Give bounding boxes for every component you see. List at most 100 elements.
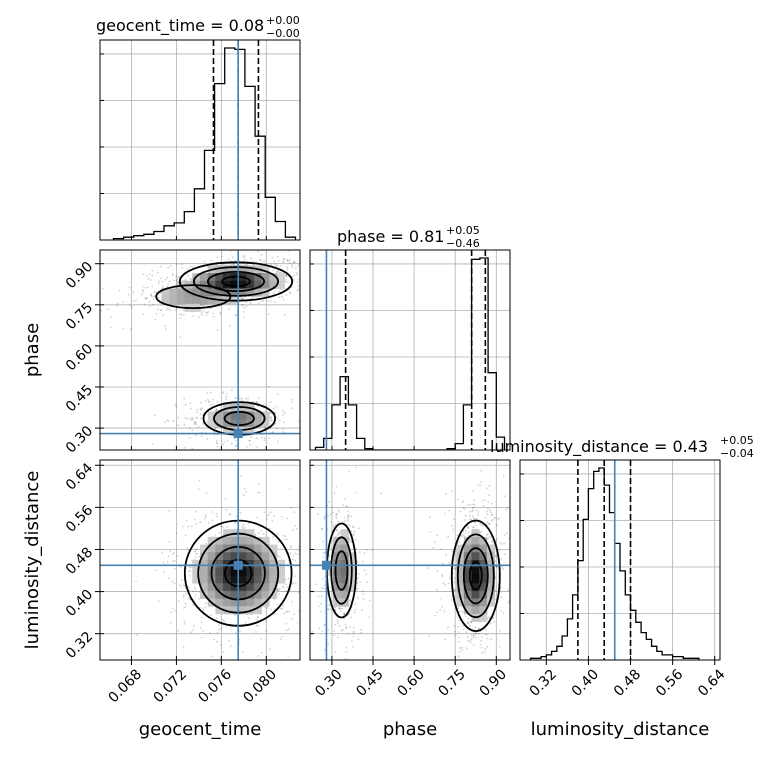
xtick-label-luminosity-distance-1: 0.40 — [569, 666, 602, 699]
sample-point — [317, 605, 320, 608]
sample-point — [355, 491, 358, 494]
sample-point — [225, 398, 227, 401]
sample-point — [285, 274, 288, 276]
sample-point — [473, 503, 476, 506]
sample-point — [205, 542, 208, 545]
sample-point — [297, 288, 300, 291]
sample-point — [228, 513, 231, 516]
sample-point — [356, 560, 359, 563]
sample-point — [486, 523, 489, 526]
density-cell — [230, 288, 239, 297]
sample-point — [320, 602, 322, 605]
sample-point — [262, 260, 264, 263]
sample-point — [242, 311, 245, 313]
sample-point — [467, 621, 470, 624]
density-cell — [238, 411, 247, 420]
sample-point — [146, 274, 149, 277]
sample-point — [198, 556, 201, 558]
density-cell — [253, 273, 262, 282]
sample-point — [122, 301, 125, 304]
density-cell — [223, 529, 232, 538]
sample-point — [263, 437, 266, 440]
sample-point — [189, 570, 192, 572]
sample-point — [334, 523, 337, 526]
sample-point — [296, 281, 299, 283]
sample-point — [245, 491, 247, 493]
panel-bg-hist-geocent-time — [100, 40, 300, 240]
sample-point — [480, 646, 483, 649]
sample-point — [162, 287, 164, 289]
sample-point — [255, 429, 257, 432]
sample-point — [271, 256, 274, 259]
sample-point — [256, 446, 258, 448]
sample-point — [100, 309, 103, 312]
sample-point — [335, 529, 338, 532]
density-cell — [486, 598, 495, 607]
sample-point — [321, 630, 324, 633]
sample-point — [286, 268, 289, 271]
sample-point — [206, 438, 209, 440]
sample-point — [477, 632, 480, 635]
sample-point — [282, 428, 284, 431]
sample-point — [194, 518, 197, 521]
sample-point — [273, 608, 276, 610]
sample-point — [278, 419, 281, 422]
sample-point — [195, 423, 198, 426]
sample-point — [335, 485, 338, 488]
density-cell — [215, 606, 224, 615]
sample-point — [180, 263, 183, 266]
sample-point — [291, 600, 294, 603]
density-cell — [261, 552, 270, 561]
sample-point — [195, 510, 198, 513]
sample-point — [447, 626, 449, 629]
sample-point — [463, 508, 466, 510]
sample-point — [189, 427, 191, 429]
sample-point — [338, 511, 341, 513]
sample-point — [180, 313, 183, 316]
sample-point — [175, 405, 178, 408]
density-cell — [246, 552, 255, 561]
sample-point — [241, 297, 244, 300]
sample-point — [165, 309, 168, 311]
sample-point — [483, 662, 485, 664]
sample-point — [292, 529, 294, 531]
sample-point — [357, 638, 360, 641]
density-cell — [200, 575, 209, 584]
sample-point — [502, 568, 505, 571]
sample-point — [487, 507, 489, 510]
sample-point — [242, 523, 245, 526]
density-cell — [184, 296, 193, 305]
density-cell — [333, 583, 342, 592]
sample-point — [347, 632, 349, 635]
sample-point — [458, 636, 461, 639]
sample-point — [338, 625, 341, 627]
sample-point — [184, 417, 187, 419]
density-cell — [261, 280, 270, 289]
sample-point — [278, 260, 280, 262]
sample-point — [166, 285, 169, 288]
sample-point — [215, 512, 218, 515]
sample-point — [304, 562, 306, 564]
density-cell — [200, 552, 209, 561]
sample-point — [477, 513, 479, 516]
sample-point — [297, 553, 300, 556]
sample-point — [198, 662, 200, 664]
density-cell — [192, 575, 201, 584]
sample-point — [286, 586, 289, 589]
sample-point — [175, 287, 178, 289]
sample-point — [328, 604, 331, 606]
sample-point — [230, 442, 233, 445]
density-cell — [169, 288, 178, 297]
sample-point — [436, 570, 439, 572]
sample-point — [240, 297, 242, 299]
sample-point — [222, 651, 225, 654]
sample-point — [208, 401, 211, 404]
sample-point — [492, 519, 495, 521]
sample-point — [294, 575, 297, 577]
title-geocent-time: geocent_time = 0.08 — [96, 16, 264, 36]
sample-point — [210, 614, 213, 616]
sample-point — [472, 636, 475, 639]
sample-point — [254, 534, 257, 537]
sample-point — [209, 632, 212, 635]
sample-point — [476, 509, 478, 512]
